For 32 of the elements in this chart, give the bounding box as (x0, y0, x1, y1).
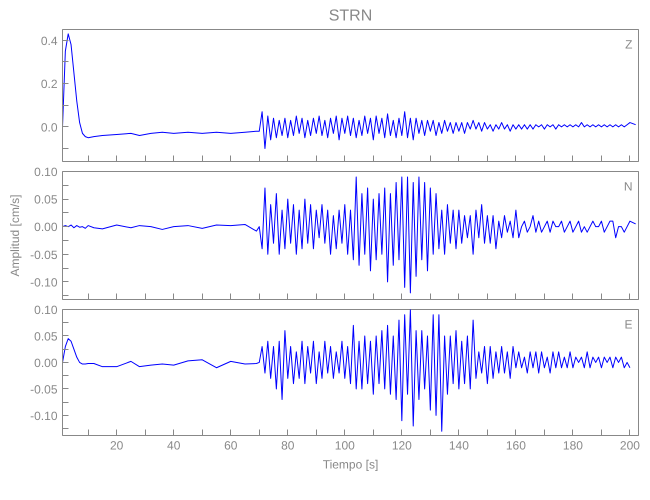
x-tick-label: 40 (167, 438, 181, 452)
x-tick-label: 140 (448, 438, 470, 452)
annotation: N (624, 180, 633, 194)
y-tick-label: 0.10 (34, 303, 58, 317)
y-axis-title: Amplitud [cm/s] (8, 194, 22, 277)
x-tick-label: 20 (110, 438, 124, 452)
line-series (62, 33, 636, 150)
chart-title: STRN (328, 8, 372, 24)
x-tick-label: 180 (562, 438, 584, 452)
annotation: E (624, 318, 633, 332)
y-tick-label: 0.05 (34, 329, 58, 344)
y-tick-label: 0.4 (40, 34, 58, 48)
x-tick-label: 200 (620, 438, 640, 452)
x-tick-label: 60 (224, 438, 238, 452)
x-tick-label: 120 (392, 438, 412, 452)
x-axis-title: Tiempo [s] (322, 458, 378, 472)
x-tick-label: 160 (506, 438, 526, 452)
line-series (62, 176, 636, 294)
y-tick-label: 0.2 (40, 77, 58, 92)
x-tick-label: 80 (281, 438, 295, 452)
y-tick-label: 0.10 (34, 165, 58, 179)
y-tick-label: 0.05 (34, 192, 58, 207)
line-series (62, 310, 630, 432)
y-tick-label: 0.0 (40, 120, 58, 134)
x-tick-label: 100 (334, 438, 356, 452)
y-tick-label: -0.10 (30, 275, 58, 290)
y-tick-label: 0.00 (34, 220, 58, 234)
y-tick-label: -0.10 (30, 408, 58, 423)
annotation: Z (625, 38, 633, 52)
y-tick-label: -0.05 (30, 382, 58, 396)
y-tick-label: 0.00 (34, 356, 58, 370)
y-tick-label: -0.05 (30, 248, 58, 262)
